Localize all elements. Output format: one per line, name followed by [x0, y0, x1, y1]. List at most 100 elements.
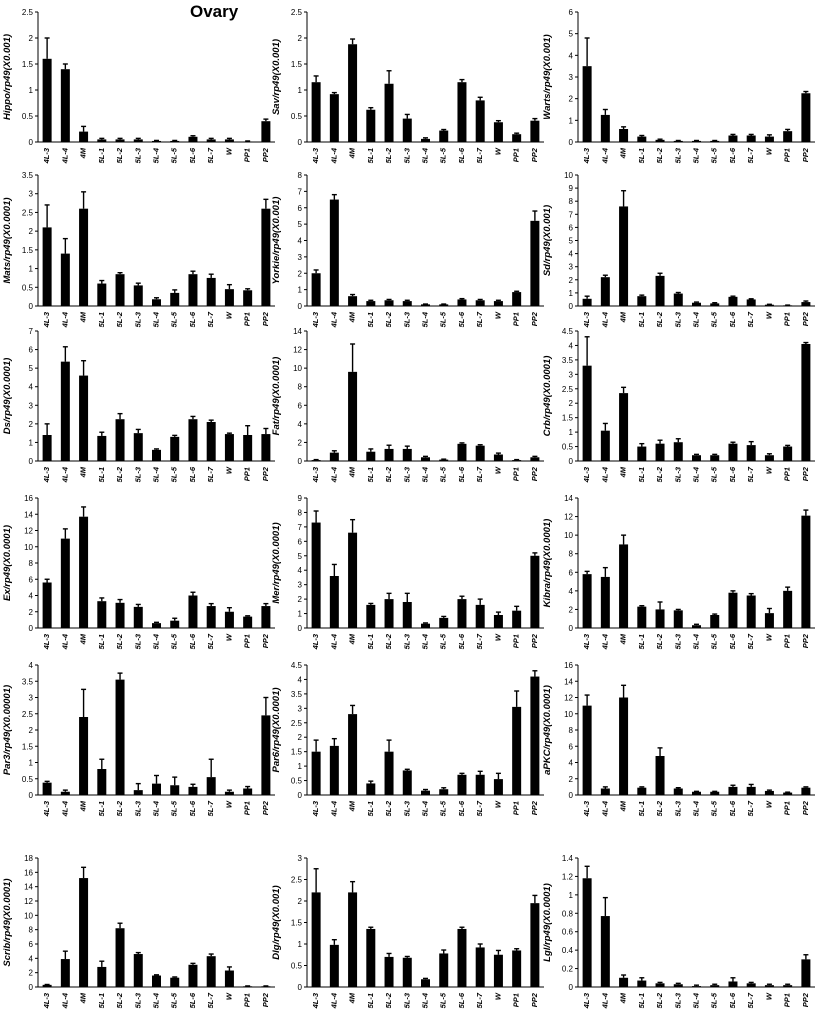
x-tick-label: PP2 [261, 147, 270, 162]
x-tick-label: 5L-1 [637, 993, 646, 1008]
bar [329, 576, 339, 628]
bar [457, 299, 467, 306]
y-tick-label: 4 [29, 592, 34, 601]
x-tick-label: 5L-5 [170, 311, 179, 327]
bar [366, 783, 376, 795]
x-tick-label: 4L-4 [329, 147, 338, 164]
x-tick-label: W [224, 633, 233, 641]
x-tick-label: 5L-2 [384, 992, 393, 1008]
bar [206, 422, 216, 461]
x-tick-label: 5L-2 [115, 633, 124, 649]
y-tick-label: 16 [564, 661, 573, 670]
x-tick-label: 5L-1 [97, 634, 106, 649]
bar [79, 375, 89, 461]
y-tick-label: 4 [298, 675, 303, 684]
x-tick-label: 5L-1 [637, 467, 646, 482]
bar [530, 555, 540, 628]
y-tick-label: 2 [298, 897, 303, 906]
bar [42, 58, 52, 142]
bar [619, 206, 629, 306]
x-tick-label: 4M [619, 633, 628, 645]
bar [582, 574, 592, 628]
x-tick-label: PP1 [243, 634, 252, 648]
y-tick-label: 4.5 [562, 327, 574, 336]
y-tick-label: 2.5 [22, 710, 34, 719]
bar [188, 136, 198, 142]
x-tick-label: 5L-5 [710, 147, 719, 163]
bar [764, 613, 774, 628]
x-tick-label: W [493, 311, 502, 319]
x-tick-label: 5L-1 [366, 634, 375, 649]
bar [261, 986, 271, 988]
y-tick-label: 2 [569, 399, 574, 408]
bar [311, 273, 321, 306]
x-tick-label: 5L-5 [710, 466, 719, 482]
y-tick-label: 6 [569, 742, 574, 751]
bar [710, 455, 720, 461]
bar [619, 977, 629, 987]
bar [348, 296, 358, 306]
y-tick-label: 4 [569, 341, 574, 350]
bar [619, 544, 629, 628]
x-tick-label: 4L-4 [329, 466, 338, 483]
bar [206, 956, 216, 987]
x-tick-label: 5L-5 [439, 466, 448, 482]
x-tick-label: 5L-2 [384, 466, 393, 482]
x-tick-label: 4L-3 [582, 147, 591, 164]
x-tick-label: 4L-4 [329, 992, 338, 1009]
bar [801, 515, 811, 628]
bar [421, 790, 430, 795]
bar [366, 109, 376, 142]
y-tick-label: 6 [29, 940, 34, 949]
y-axis-label: Scrib/rp49(X0.0001) [2, 878, 13, 966]
y-tick-label: 0.2 [562, 965, 574, 974]
x-tick-label: 4L-3 [42, 633, 51, 650]
x-tick-label: 5L-2 [115, 311, 124, 327]
x-tick-label: 4M [619, 311, 628, 323]
x-tick-label: 5L-3 [402, 992, 411, 1008]
x-tick-label: 4M [619, 800, 628, 812]
x-tick-label: PP1 [243, 993, 252, 1007]
x-tick-label: 5L-5 [170, 466, 179, 482]
y-axis-label: Dlg/rp49(X0.001) [271, 885, 282, 959]
bar [764, 790, 774, 795]
y-tick-label: 14 [564, 677, 573, 686]
x-tick-label: PP1 [783, 312, 792, 326]
x-tick-label: 5L-3 [402, 633, 411, 649]
y-tick-label: 0 [569, 302, 574, 311]
bar [512, 134, 522, 142]
y-tick-label: 1.5 [291, 748, 303, 757]
y-tick-label: 3 [298, 253, 303, 262]
bar [493, 301, 503, 306]
x-tick-label: PP2 [801, 466, 810, 481]
x-tick-label: 4M [619, 992, 628, 1004]
y-tick-label: 3.5 [562, 356, 574, 365]
y-tick-label: 1 [569, 891, 574, 900]
x-tick-label: PP2 [801, 147, 810, 162]
bar [710, 791, 720, 795]
x-tick-label: PP2 [530, 466, 539, 481]
x-tick-label: 5L-2 [115, 992, 124, 1008]
x-tick-label: PP2 [261, 633, 270, 648]
y-tick-label: 2.5 [291, 876, 303, 885]
y-tick-label: 1 [29, 86, 34, 95]
bar [530, 220, 540, 306]
x-tick-label: 5L-5 [439, 311, 448, 327]
x-tick-label: PP1 [783, 148, 792, 162]
y-tick-label: 0 [569, 791, 574, 800]
bar [600, 916, 610, 987]
x-tick-label: 4L-4 [60, 800, 69, 817]
y-tick-label: 4 [569, 587, 574, 596]
x-tick-label: 5L-7 [746, 466, 755, 482]
bar [421, 623, 430, 628]
x-tick-label: 4L-3 [42, 466, 51, 483]
y-tick-label: 6 [569, 8, 574, 17]
y-tick-label: 3.5 [291, 690, 303, 699]
x-tick-label: PP1 [512, 148, 521, 162]
y-axis-label: Hippo/rp49(X0.001) [2, 34, 13, 120]
x-tick-label: 5L-6 [728, 466, 737, 482]
x-tick-label: 5L-7 [475, 147, 484, 163]
bar [512, 460, 522, 461]
x-tick-label: 4M [79, 147, 88, 159]
y-tick-label: 18 [24, 854, 33, 863]
